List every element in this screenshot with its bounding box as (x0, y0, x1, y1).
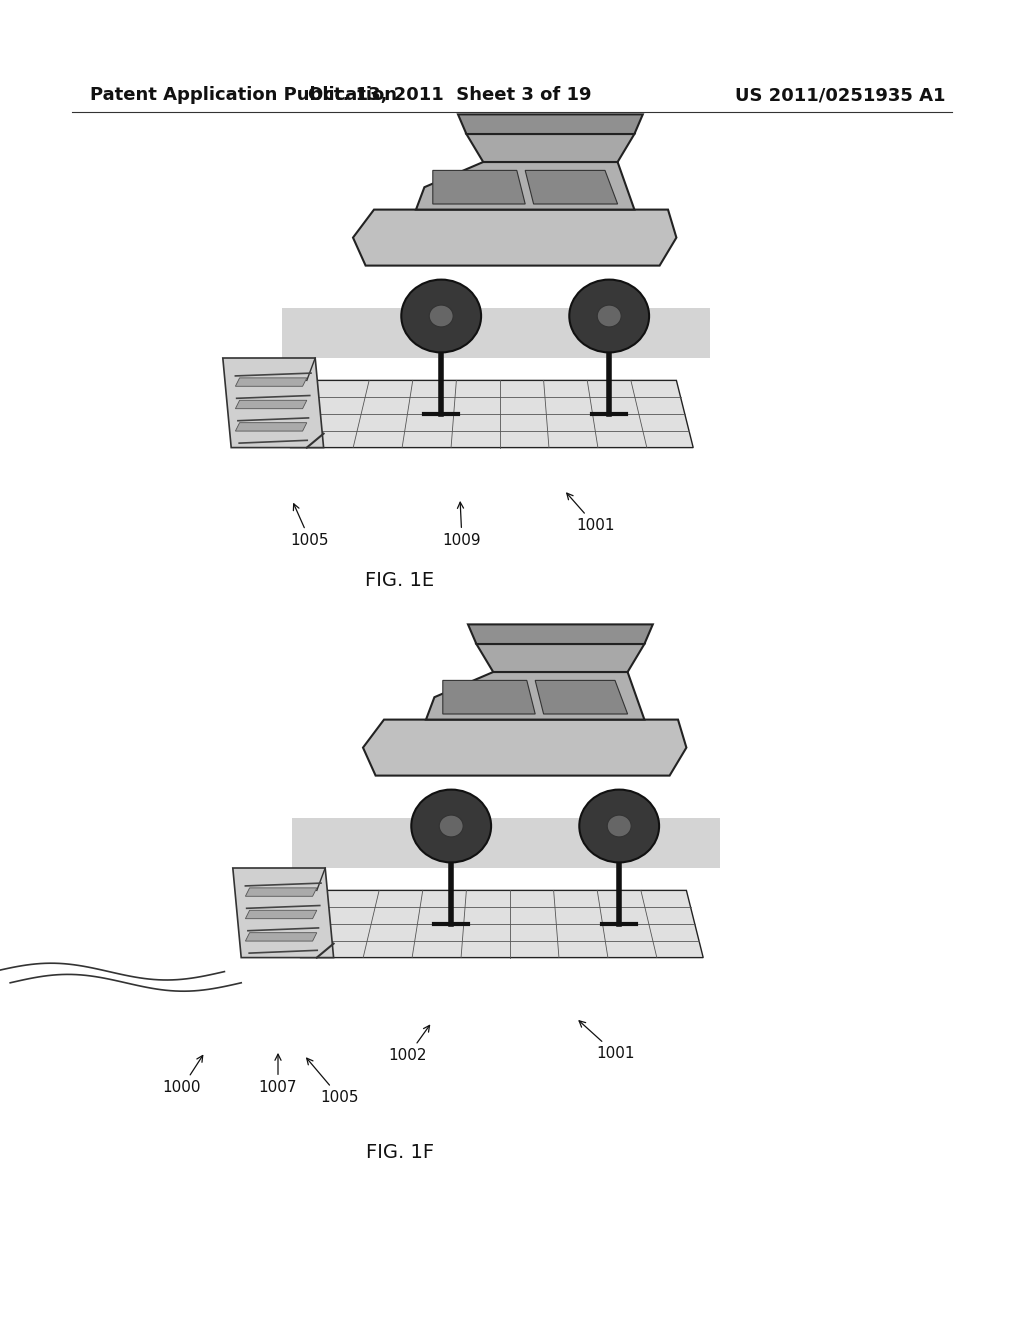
Text: 1009: 1009 (442, 502, 481, 548)
Polygon shape (353, 210, 677, 265)
Polygon shape (236, 422, 307, 432)
Polygon shape (458, 115, 643, 135)
Ellipse shape (580, 789, 659, 862)
Polygon shape (292, 817, 720, 869)
Polygon shape (246, 933, 316, 941)
Polygon shape (416, 162, 635, 210)
Polygon shape (426, 672, 644, 719)
Ellipse shape (439, 814, 463, 837)
Text: Oct. 13, 2011  Sheet 3 of 19: Oct. 13, 2011 Sheet 3 of 19 (308, 86, 592, 104)
Text: Patent Application Publication: Patent Application Publication (90, 86, 397, 104)
Ellipse shape (412, 789, 492, 862)
Polygon shape (536, 680, 628, 714)
Polygon shape (433, 170, 525, 205)
Text: 1005: 1005 (291, 504, 330, 548)
Text: FIG. 1E: FIG. 1E (366, 570, 434, 590)
Polygon shape (476, 644, 644, 672)
Polygon shape (362, 719, 686, 776)
Text: 1002: 1002 (389, 1026, 429, 1063)
Ellipse shape (607, 814, 631, 837)
Ellipse shape (597, 305, 622, 327)
Text: 1001: 1001 (566, 494, 614, 533)
Polygon shape (525, 170, 617, 205)
Polygon shape (300, 891, 703, 957)
Polygon shape (223, 358, 324, 447)
Text: 1005: 1005 (307, 1059, 359, 1105)
Polygon shape (236, 400, 307, 409)
Polygon shape (232, 869, 334, 957)
Ellipse shape (401, 280, 481, 352)
Polygon shape (466, 135, 635, 162)
Ellipse shape (569, 280, 649, 352)
Polygon shape (246, 911, 316, 919)
Polygon shape (442, 680, 536, 714)
Text: 1000: 1000 (163, 1056, 203, 1096)
Text: 1001: 1001 (580, 1020, 635, 1061)
Text: 1007: 1007 (259, 1055, 297, 1096)
Polygon shape (468, 624, 653, 644)
Text: US 2011/0251935 A1: US 2011/0251935 A1 (735, 86, 945, 104)
Polygon shape (236, 378, 307, 387)
Text: 1009: 1009 (446, 741, 485, 755)
Text: FIG. 1F: FIG. 1F (366, 1143, 434, 1162)
Polygon shape (246, 888, 316, 896)
Ellipse shape (429, 305, 454, 327)
Polygon shape (282, 308, 710, 358)
Polygon shape (290, 380, 693, 447)
